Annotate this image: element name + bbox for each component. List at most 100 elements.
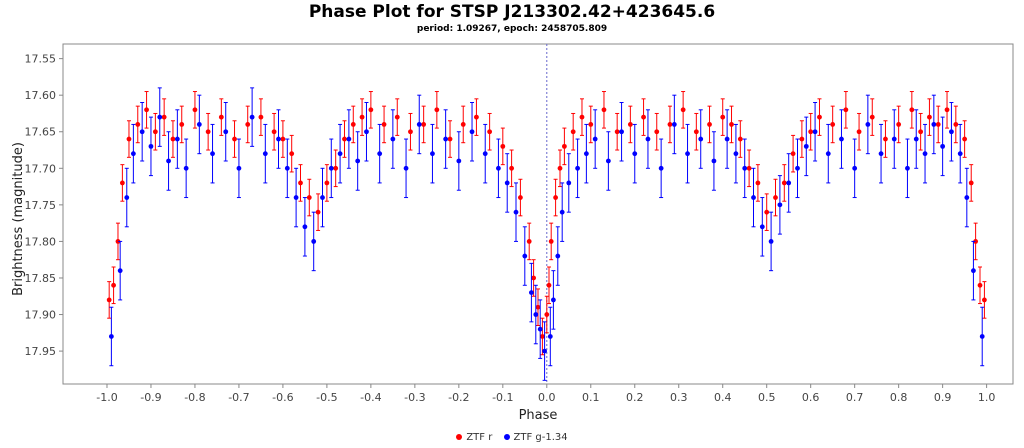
data-point (537, 326, 543, 332)
data-point (293, 195, 299, 200)
data-point (755, 180, 761, 186)
data-point (909, 107, 915, 113)
data-point (183, 165, 189, 171)
data-point (333, 165, 339, 171)
data-point (962, 136, 968, 142)
data-point (896, 122, 902, 127)
data-point (742, 165, 748, 171)
data-point (852, 165, 858, 171)
data-point (817, 114, 822, 120)
data-point (245, 122, 251, 127)
data-point (302, 224, 308, 230)
data-point (601, 107, 607, 113)
data-point (529, 290, 534, 296)
data-point (542, 348, 547, 354)
data-point (460, 122, 466, 127)
data-point (570, 129, 576, 135)
data-point (729, 122, 734, 127)
data-point (403, 165, 409, 171)
data-point (306, 195, 312, 200)
legend-g-label: ZTF g-1.34 (513, 432, 568, 443)
data-point (262, 151, 268, 157)
x-tick-label: -0.6 (272, 391, 293, 404)
data-point (843, 107, 849, 113)
data-point (390, 136, 396, 142)
data-point (394, 114, 400, 120)
data-point (680, 107, 686, 113)
data-point (949, 129, 954, 135)
data-point (289, 151, 295, 157)
data-point (539, 334, 545, 339)
data-point (953, 122, 959, 127)
data-point (170, 136, 176, 142)
data-point (276, 136, 281, 142)
data-point (698, 136, 704, 142)
data-point (614, 129, 620, 135)
data-point (790, 151, 796, 157)
data-point (496, 165, 501, 171)
data-point (346, 136, 352, 142)
data-point (337, 151, 343, 157)
data-point (605, 158, 611, 164)
data-point (786, 180, 792, 186)
data-point (223, 129, 229, 135)
x-tick-label: 0.9 (934, 391, 952, 404)
chart-title: Phase Plot for STSP J213302.42+423645.6 (308, 2, 716, 22)
data-point (284, 165, 290, 171)
data-point (526, 239, 532, 244)
data-point (111, 282, 116, 288)
data-point (421, 122, 427, 127)
data-point (982, 297, 987, 303)
data-point (940, 143, 946, 149)
data-point (944, 107, 950, 113)
data-point (711, 158, 717, 164)
data-point (124, 195, 130, 200)
data-point (210, 151, 215, 157)
x-tick-label: 0.7 (846, 391, 864, 404)
data-point (935, 122, 941, 127)
data-point (135, 122, 141, 127)
data-point (878, 151, 884, 157)
data-point (342, 136, 347, 142)
data-point (671, 122, 677, 127)
data-point (130, 151, 136, 157)
data-point (364, 129, 369, 135)
data-point (271, 129, 277, 135)
data-point (583, 151, 589, 157)
data-point (777, 202, 783, 208)
data-point (964, 195, 970, 200)
data-point (550, 297, 556, 303)
x-tick-label: 0.3 (670, 391, 688, 404)
y-tick-label: 17.70 (25, 162, 57, 175)
data-point (869, 114, 875, 120)
data-point (447, 136, 453, 142)
data-point (693, 129, 699, 135)
data-point (588, 122, 594, 127)
x-tick-label: -1.0 (96, 391, 117, 404)
x-tick-label: -0.4 (360, 391, 381, 404)
y-tick-label: 17.65 (25, 126, 57, 139)
data-point (830, 122, 836, 127)
y-tick-label: 17.85 (25, 272, 57, 285)
data-point (575, 165, 580, 171)
data-point (667, 122, 673, 127)
data-point (500, 143, 506, 149)
data-point (196, 122, 202, 127)
data-point (320, 195, 325, 200)
data-point (535, 304, 541, 310)
data-point (825, 151, 831, 157)
data-point (856, 129, 862, 135)
data-point (106, 297, 112, 303)
data-point (474, 114, 479, 120)
data-point (632, 151, 638, 157)
data-point (298, 180, 303, 186)
data-point (174, 136, 180, 142)
x-tick-label: -0.7 (228, 391, 249, 404)
data-point (905, 165, 910, 171)
data-point (533, 312, 539, 317)
data-point (430, 151, 435, 157)
x-tick-label: -0.8 (184, 391, 205, 404)
data-point (957, 151, 963, 157)
x-tick-label: 1.0 (978, 391, 996, 404)
data-point (658, 165, 664, 171)
